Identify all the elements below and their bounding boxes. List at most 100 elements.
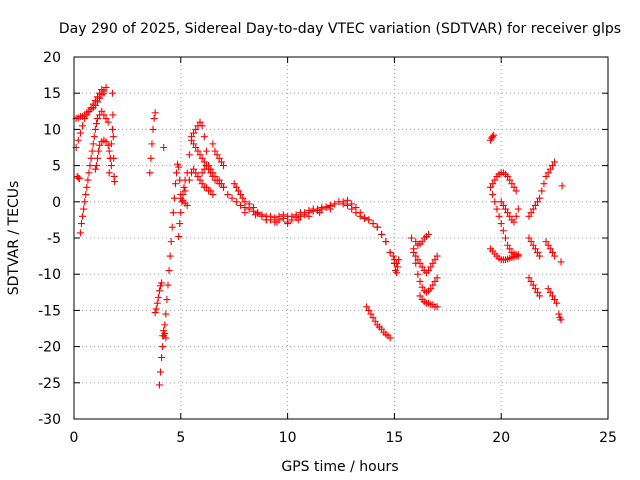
data-point bbox=[512, 187, 520, 195]
data-point bbox=[175, 233, 183, 241]
y-tick-label: -25 bbox=[38, 376, 61, 392]
data-point bbox=[273, 218, 281, 226]
data-point bbox=[232, 183, 240, 191]
data-point bbox=[390, 259, 398, 267]
data-point bbox=[147, 154, 155, 162]
x-tick-label: 15 bbox=[385, 430, 403, 446]
data-point bbox=[169, 209, 177, 217]
series-s23 bbox=[363, 303, 394, 342]
data-point bbox=[202, 183, 210, 191]
data-point bbox=[163, 296, 171, 304]
data-point bbox=[104, 118, 112, 126]
series-s21 bbox=[241, 205, 334, 228]
series-s03 bbox=[73, 172, 83, 183]
data-point bbox=[93, 115, 101, 123]
data-point bbox=[109, 111, 117, 119]
data-point bbox=[245, 200, 253, 208]
data-point bbox=[85, 169, 93, 177]
data-point bbox=[185, 151, 193, 159]
data-point bbox=[546, 165, 554, 173]
series-s18 bbox=[209, 140, 228, 170]
data-point bbox=[194, 172, 202, 180]
data-point bbox=[91, 125, 99, 133]
series-s28 bbox=[416, 292, 441, 311]
data-point bbox=[514, 205, 522, 213]
series-s13 bbox=[175, 176, 189, 241]
data-point bbox=[352, 204, 360, 212]
data-point bbox=[546, 288, 554, 296]
data-point bbox=[100, 111, 108, 119]
data-point bbox=[309, 207, 317, 215]
data-point bbox=[151, 109, 159, 117]
series-s08 bbox=[146, 109, 159, 177]
data-point bbox=[88, 147, 96, 155]
data-point bbox=[279, 214, 287, 222]
data-point bbox=[200, 158, 208, 166]
data-point bbox=[237, 201, 245, 209]
data-point bbox=[102, 83, 110, 91]
series-s27 bbox=[412, 230, 433, 249]
data-point bbox=[551, 252, 559, 260]
data-point bbox=[536, 292, 544, 300]
data-point bbox=[155, 381, 163, 389]
x-tick-label: 5 bbox=[176, 430, 185, 446]
data-point bbox=[487, 183, 495, 191]
tick-layer: 0 5 10 15 20 25 -30 -25 -20 -15 -10 -5 0 5 10 15 20 bbox=[38, 50, 617, 446]
data-point bbox=[536, 194, 544, 202]
data-point bbox=[418, 283, 426, 291]
data-point bbox=[107, 162, 115, 170]
data-point bbox=[83, 183, 91, 191]
data-point bbox=[92, 162, 100, 170]
data-point bbox=[425, 230, 433, 238]
series-s19 bbox=[198, 162, 398, 267]
data-point bbox=[228, 194, 236, 202]
data-point bbox=[239, 194, 247, 202]
data-point bbox=[209, 169, 217, 177]
data-point bbox=[215, 176, 223, 184]
data-point bbox=[495, 212, 503, 220]
data-point bbox=[180, 183, 188, 191]
data-point bbox=[178, 198, 186, 206]
data-point bbox=[536, 252, 544, 260]
data-point bbox=[538, 187, 546, 195]
series-s07 bbox=[105, 125, 116, 177]
data-point bbox=[378, 230, 386, 238]
data-point bbox=[382, 238, 390, 246]
data-point bbox=[74, 174, 82, 182]
data-point bbox=[501, 205, 509, 213]
data-point bbox=[389, 252, 397, 260]
x-axis-label: GPS time / hours bbox=[281, 459, 398, 475]
data-point bbox=[90, 133, 98, 141]
data-point bbox=[252, 211, 260, 219]
data-point bbox=[175, 163, 183, 171]
data-point bbox=[360, 214, 368, 222]
data-point bbox=[369, 220, 377, 228]
y-tick-label: -20 bbox=[38, 340, 61, 356]
data-point bbox=[407, 234, 415, 242]
data-point bbox=[322, 204, 330, 212]
data-point bbox=[92, 120, 100, 128]
series-s12 bbox=[160, 144, 168, 151]
data-point bbox=[82, 191, 90, 199]
y-tick-label: 0 bbox=[52, 195, 61, 211]
data-point bbox=[490, 131, 498, 139]
data-point bbox=[230, 180, 238, 188]
data-point bbox=[395, 256, 403, 264]
series-s09 bbox=[151, 279, 166, 317]
data-point bbox=[416, 277, 424, 285]
data-point bbox=[220, 162, 228, 170]
data-point bbox=[98, 107, 106, 115]
data-point bbox=[262, 216, 270, 224]
data-point bbox=[343, 196, 351, 204]
data-point bbox=[551, 296, 559, 304]
data-point bbox=[198, 180, 206, 188]
data-point bbox=[192, 144, 200, 151]
data-point bbox=[418, 238, 426, 246]
data-point bbox=[544, 285, 552, 293]
plot-frame bbox=[73, 56, 609, 420]
data-point bbox=[95, 147, 103, 155]
y-tick-label: 5 bbox=[52, 159, 61, 175]
data-point bbox=[489, 180, 497, 188]
data-point bbox=[183, 201, 191, 209]
data-point bbox=[176, 220, 184, 228]
